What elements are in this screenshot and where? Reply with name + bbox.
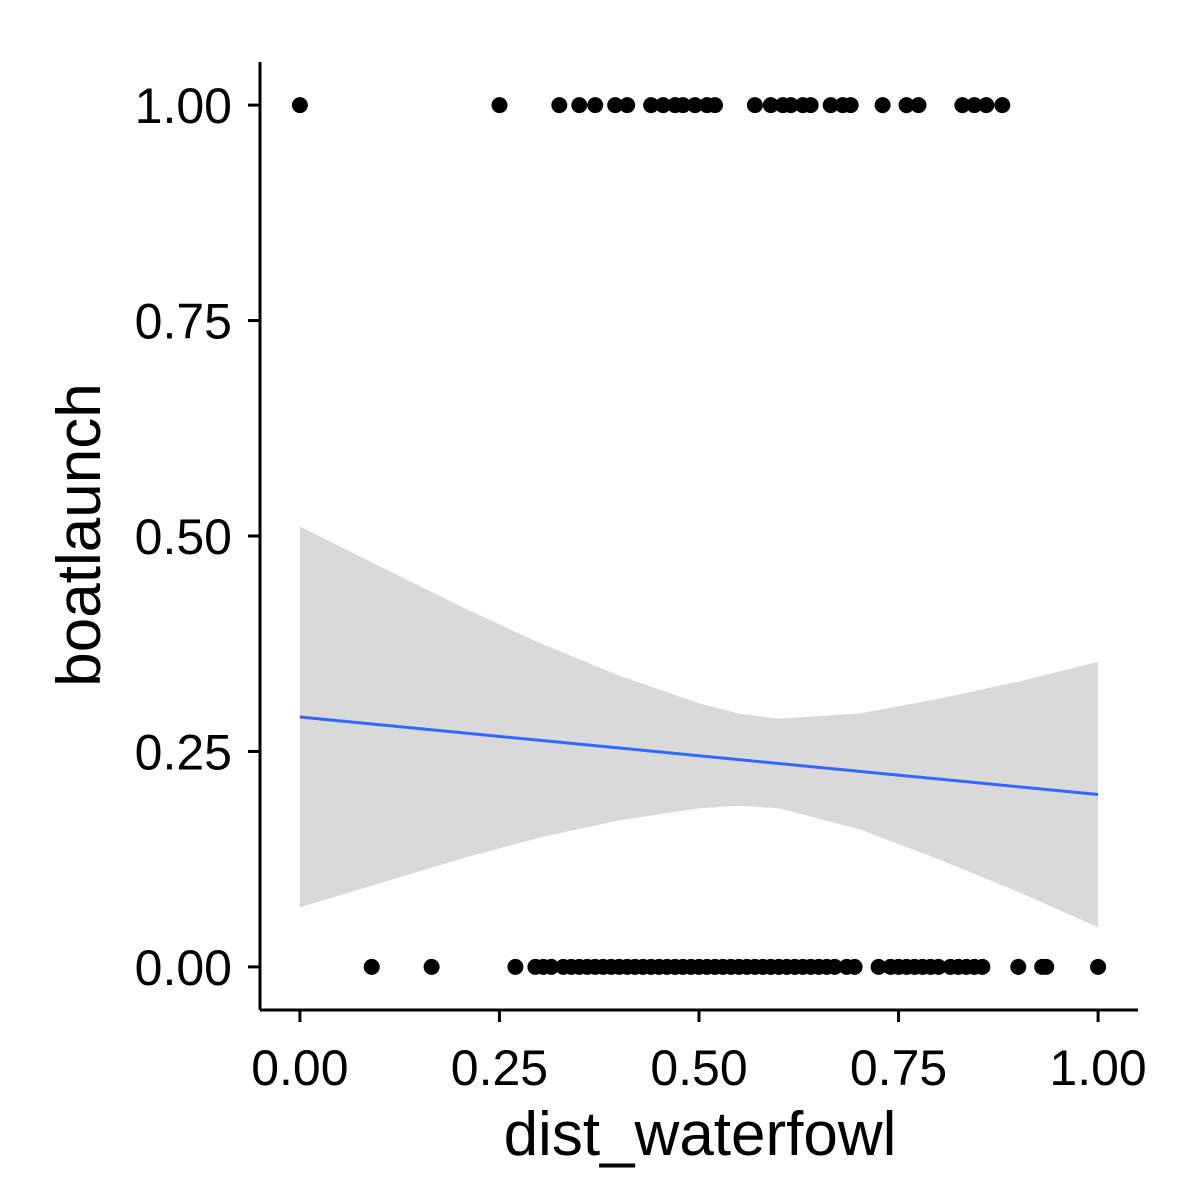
y-tick-label: 1.00 — [135, 78, 232, 134]
data-point — [675, 97, 691, 114]
data-point — [746, 97, 763, 114]
data-point — [822, 97, 839, 114]
data-point — [954, 97, 971, 114]
x-tick-label: 0.75 — [850, 1040, 947, 1096]
data-point — [994, 97, 1011, 114]
data-point — [870, 958, 887, 975]
data-point — [587, 97, 604, 114]
data-point — [930, 958, 947, 975]
data-point — [826, 958, 843, 975]
smooth-fit-line — [299, 715, 1099, 796]
data-point — [1010, 958, 1027, 975]
x-tick-label: 0.50 — [650, 1040, 747, 1096]
x-tick-label: 0.00 — [251, 1040, 348, 1096]
data-point — [707, 97, 723, 114]
data-point — [802, 97, 819, 114]
y-tick-label: 0.00 — [135, 940, 232, 996]
data-point — [1090, 958, 1107, 975]
data-point — [655, 97, 672, 114]
data-point — [974, 958, 991, 975]
data-point — [874, 97, 891, 114]
y-tick-label: 0.75 — [135, 294, 232, 350]
x-axis-title: dist_waterfowl — [504, 1100, 897, 1169]
data-point — [491, 97, 508, 114]
data-point — [846, 958, 863, 975]
data-point — [762, 97, 779, 114]
data-point — [910, 97, 927, 114]
y-tick-label: 0.25 — [135, 724, 232, 780]
data-point — [571, 97, 588, 114]
data-point — [507, 958, 524, 975]
data-point — [543, 958, 560, 975]
data-point — [607, 97, 624, 114]
confidence-band — [299, 526, 1099, 928]
y-axis-title: boatlaunch — [45, 383, 114, 686]
data-point — [687, 97, 703, 114]
data-point — [423, 958, 440, 975]
data-point — [842, 97, 859, 114]
x-tick-label: 0.25 — [451, 1040, 548, 1096]
data-point — [619, 97, 636, 114]
data-point — [363, 958, 380, 975]
data-point — [782, 97, 799, 114]
data-point — [898, 97, 915, 114]
data-point — [1038, 958, 1055, 975]
data-point — [291, 97, 308, 114]
x-tick-label: 1.00 — [1049, 1040, 1146, 1096]
data-point — [643, 97, 660, 114]
data-point — [978, 97, 995, 114]
data-point — [551, 97, 568, 114]
data-point — [966, 97, 983, 114]
y-tick-label: 0.50 — [135, 509, 232, 565]
